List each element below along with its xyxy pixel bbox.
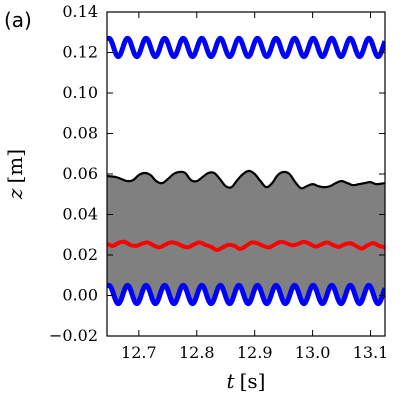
lower-oscillation-line (107, 282, 385, 307)
plot-area (106, 11, 386, 337)
y-tick-label: 0.12 (62, 43, 98, 62)
x-tick-label: 13.0 (295, 343, 331, 362)
y-axis-label-var: z (3, 188, 27, 200)
x-tick-label: 12.7 (121, 343, 157, 362)
upper-oscillation-line (107, 35, 385, 60)
x-axis-label-var: t (227, 369, 236, 393)
x-axis-label-unit: [s] (240, 369, 266, 393)
y-ticks: −0.02 0.00 0.02 0.04 0.06 0.08 0.10 0.12 0.14 (49, 2, 385, 345)
x-tick-label: 12.8 (179, 343, 215, 362)
x-axis-label: t [s] (227, 369, 266, 393)
y-tick-label: 0.04 (62, 205, 98, 224)
x-tick-label: 12.9 (237, 343, 273, 362)
y-tick-label: 0.06 (62, 164, 98, 183)
series-layer (107, 35, 385, 307)
panel-label: (a) (4, 8, 32, 32)
y-tick-label: 0.00 (62, 286, 98, 305)
y-tick-label: 0.08 (62, 124, 98, 143)
y-axis-label-unit: [m] (3, 149, 27, 184)
y-axis-label: z [m] (3, 149, 27, 200)
y-tick-label: 0.14 (62, 2, 98, 21)
y-tick-label: 0.02 (62, 245, 98, 264)
y-tick-label: −0.02 (49, 326, 98, 345)
band-upper-edge-line (107, 169, 385, 190)
x-tick-label: 13.1 (353, 343, 389, 362)
y-tick-label: 0.10 (62, 83, 98, 102)
mid-oscillation-line (107, 239, 385, 252)
band-fill (107, 170, 385, 304)
x-ticks: 12.7 12.8 12.9 13.0 13.1 (121, 12, 388, 362)
